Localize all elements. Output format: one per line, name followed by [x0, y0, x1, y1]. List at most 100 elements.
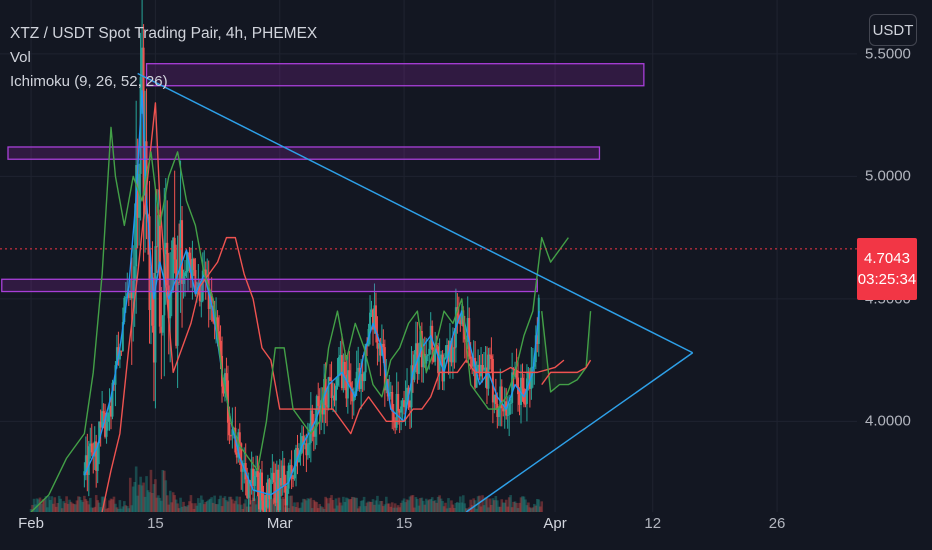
- resistance-zones[interactable]: [1, 63, 645, 293]
- candle-body-224: [414, 343, 417, 355]
- trendline-0[interactable]: [137, 72, 694, 354]
- volume-bar-111: [194, 503, 197, 512]
- currency-button[interactable]: USDT: [869, 14, 917, 46]
- candle-body-53: [161, 315, 164, 333]
- candle-body-37: [138, 173, 141, 218]
- candle-body-276: [491, 359, 494, 403]
- candle-body-279: [496, 403, 499, 417]
- legend-ichimoku[interactable]: Ichimoku (9, 26, 52, 26): [10, 73, 168, 90]
- volume-bar-266: [423, 504, 427, 512]
- volume-bar-328: [515, 502, 518, 512]
- volume-bar-205: [333, 508, 336, 512]
- chart-area[interactable]: XTZ / USDT Spot Trading Pair, 4h, PHEMEX…: [0, 0, 857, 512]
- candle-body-51: [158, 215, 161, 327]
- volume-bar-92: [165, 495, 169, 512]
- volume-bar-334: [524, 499, 527, 512]
- volume-bar-114: [198, 502, 202, 512]
- candle-body-7: [93, 441, 96, 457]
- volume-bar-236: [379, 500, 382, 512]
- y-tick-label-1: 5.0000: [865, 167, 911, 185]
- volume-bar-222: [358, 506, 361, 512]
- candle-body-281: [499, 386, 502, 409]
- volume-bar-311: [490, 504, 493, 512]
- time-axis[interactable]: Feb 15 Mar 15 Apr 12 26: [0, 512, 857, 550]
- volume-bar-223: [359, 500, 363, 512]
- volume-bar-149: [250, 500, 253, 512]
- price-chart[interactable]: [0, 0, 857, 512]
- resistance-zone-0[interactable]: [145, 63, 645, 87]
- volume-bar-26: [68, 499, 71, 512]
- chart-legend: XTZ / USDT Spot Trading Pair, 4h, PHEMEX…: [10, 22, 317, 94]
- volume-bar-282: [447, 498, 450, 512]
- legend-volume[interactable]: Vol: [10, 49, 31, 66]
- volume-bar-259: [413, 507, 416, 512]
- volume-bar-238: [382, 506, 385, 512]
- volume-bar-221: [356, 508, 360, 512]
- volume-bar-24: [65, 496, 68, 512]
- volume-bar-37: [84, 499, 88, 512]
- candle-body-269: [481, 365, 484, 371]
- candle-body-190: [364, 343, 367, 373]
- volume-bar-343: [537, 499, 541, 512]
- candle-body-69: [185, 271, 188, 273]
- volume-bar-289: [457, 502, 461, 512]
- volume-bar-55: [111, 499, 114, 512]
- candle-body-283: [502, 408, 505, 412]
- candle-body-239: [437, 346, 440, 374]
- volume-bar-335: [525, 505, 529, 512]
- candle-body-103: [235, 452, 238, 458]
- candle-body-98: [228, 422, 231, 436]
- candle-body-5: [90, 443, 93, 453]
- volume-bar-106: [186, 505, 190, 512]
- volume-bar-209: [339, 502, 342, 512]
- volume-bar-73: [137, 484, 141, 512]
- candle-body-237: [434, 345, 437, 362]
- volume-bar-98: [174, 499, 178, 512]
- volume-bar-248: [396, 505, 400, 512]
- volume-bar-145: [244, 499, 248, 512]
- resistance-zone-1[interactable]: [7, 146, 601, 160]
- volume-bar-169: [279, 498, 283, 512]
- legend-title[interactable]: XTZ / USDT Spot Trading Pair, 4h, PHEMEX: [10, 25, 318, 42]
- candle-body-296: [521, 377, 524, 389]
- candle-body-268: [480, 365, 483, 377]
- volume-bar-338: [530, 508, 533, 512]
- volume-bar-317: [498, 506, 502, 512]
- volume-bar-331: [519, 497, 523, 512]
- candle-body-150: [305, 443, 308, 456]
- volume-bar-29: [72, 503, 76, 512]
- volume-bar-310: [488, 498, 492, 512]
- triangle-trendlines[interactable]: [137, 72, 694, 512]
- x-tick-label-2: Mar: [266, 515, 293, 532]
- current-price-tag: 4.7043 03:25:34: [857, 238, 917, 300]
- candle-body-135: [283, 465, 286, 486]
- volume-bar-257: [410, 495, 413, 512]
- candle-body-65: [179, 220, 182, 283]
- volume-bar-207: [336, 505, 339, 512]
- candle-body-49: [155, 246, 158, 248]
- candle-body-117: [256, 471, 259, 478]
- candle-body-300: [527, 371, 530, 379]
- volume-bar-320: [503, 502, 507, 512]
- volume-bar-332: [521, 496, 524, 512]
- candle-body-75: [194, 270, 197, 294]
- candle-body-0: [83, 471, 86, 476]
- x-tick-label-0: Feb: [18, 515, 45, 532]
- volume-bar-225: [362, 496, 366, 512]
- candle-body-221: [410, 365, 413, 408]
- candle-body-17: [108, 405, 111, 413]
- candle-body-153: [309, 410, 312, 443]
- volume-bar-80: [148, 492, 151, 512]
- volume-bar-57: [114, 503, 117, 512]
- resistance-zone-2[interactable]: [1, 278, 538, 293]
- candle-body-294: [518, 394, 521, 405]
- volume-bar-2: [32, 498, 36, 512]
- volume-bar-243: [389, 506, 393, 512]
- y-tick-label-3: 4.0000: [865, 412, 911, 430]
- trendline-1[interactable]: [465, 352, 694, 512]
- volume-bar-81: [149, 469, 153, 512]
- candle-body-4: [89, 443, 92, 447]
- candle-body-108: [243, 462, 246, 469]
- candle-body-116: [255, 471, 258, 476]
